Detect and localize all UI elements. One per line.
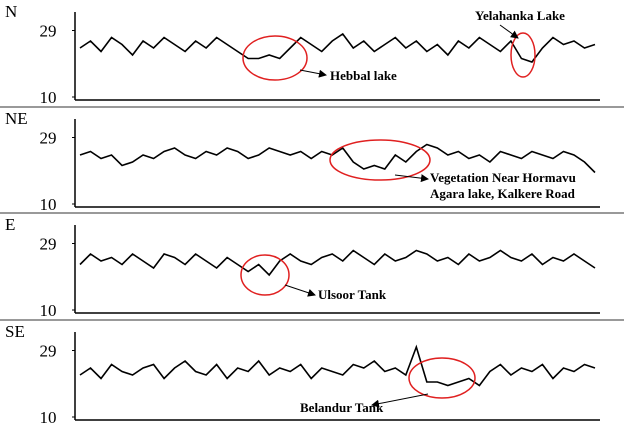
highlight-ellipse bbox=[240, 254, 290, 296]
annotation: Agara lake, Kalkere Road bbox=[430, 186, 576, 201]
y-tick-label: 10 bbox=[40, 408, 57, 427]
panel: E 10 29 Ulsoor Tank bbox=[0, 212, 624, 320]
y-tick-label: 29 bbox=[40, 22, 57, 41]
annotation: Belandur Tank bbox=[300, 400, 384, 415]
arrow bbox=[371, 393, 429, 408]
panel: N 10 29 Hebbal lake Yelahanka Lake bbox=[5, 2, 600, 107]
highlight-ellipse bbox=[329, 139, 431, 181]
panel-label: NE bbox=[5, 109, 28, 128]
arrow bbox=[394, 174, 429, 183]
y-tick-label: 29 bbox=[40, 235, 57, 254]
temperature-line bbox=[79, 344, 596, 387]
panel: SE 10 29 Belandur Tank bbox=[0, 319, 624, 427]
panel-label: N bbox=[5, 2, 17, 21]
highlight-ellipse bbox=[510, 32, 536, 78]
arrow bbox=[284, 284, 316, 297]
y-tick-label: 10 bbox=[40, 301, 57, 320]
annotation: Ulsoor Tank bbox=[318, 287, 387, 302]
arrow bbox=[499, 24, 519, 39]
temperature-line bbox=[79, 143, 596, 174]
panel-label: E bbox=[5, 215, 15, 234]
panel-label: SE bbox=[5, 322, 25, 341]
highlight-ellipse bbox=[242, 35, 308, 81]
y-tick-label: 10 bbox=[40, 88, 57, 107]
y-tick-label: 29 bbox=[40, 342, 57, 361]
y-tick-label: 29 bbox=[40, 129, 57, 148]
annotation: Yelahanka Lake bbox=[475, 8, 565, 23]
annotation: Vegetation Near Hormavu bbox=[430, 170, 576, 185]
y-tick-label: 10 bbox=[40, 195, 57, 214]
highlight-ellipse bbox=[408, 357, 476, 399]
temperature-line bbox=[79, 249, 596, 277]
temperature-line bbox=[79, 32, 596, 63]
annotation: Hebbal lake bbox=[330, 68, 397, 83]
arrow bbox=[299, 69, 327, 78]
